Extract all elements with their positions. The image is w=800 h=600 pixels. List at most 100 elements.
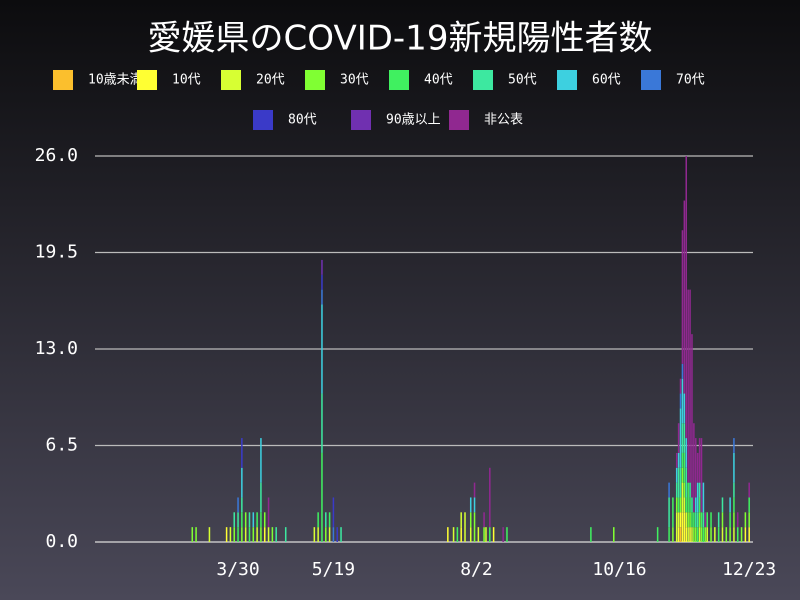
bar-segment — [248, 512, 251, 528]
legend-label: 60代 — [592, 73, 621, 88]
bar-segment — [321, 259, 323, 275]
bar-segment — [748, 497, 750, 513]
bar-segment — [689, 482, 691, 498]
bar-segment — [332, 527, 335, 542]
legend-label: 90歳以上 — [386, 113, 441, 128]
bar-segment — [675, 452, 678, 468]
x-tick-label: 8/2 — [460, 559, 493, 580]
bar-segment — [698, 497, 701, 513]
bar-segment — [683, 497, 686, 513]
bar-segment — [460, 512, 462, 528]
bar-segment — [506, 527, 508, 542]
bar-segment — [729, 512, 731, 528]
legend-swatch — [221, 70, 241, 90]
bar-segment — [733, 452, 735, 483]
legend-label: 10歳未満 — [88, 73, 143, 88]
bar-segment — [233, 512, 235, 528]
legend-label: 40代 — [424, 73, 453, 88]
bar-segment — [489, 527, 491, 542]
bar-segment — [492, 527, 495, 542]
legend-label: 70代 — [676, 73, 705, 88]
bar-segment — [679, 497, 682, 513]
bar-segment — [473, 497, 476, 513]
bar-segment — [340, 527, 342, 542]
bar-segment — [460, 527, 462, 542]
bar-segment — [679, 527, 682, 542]
bar-segment — [685, 527, 688, 542]
bar-segment — [681, 512, 684, 542]
bar-segment — [321, 393, 323, 453]
bar-segment — [681, 363, 684, 379]
bar-segment — [237, 527, 239, 542]
bar-segment — [679, 512, 682, 528]
bar-segment — [195, 527, 197, 542]
bar-segment — [677, 423, 680, 453]
y-tick-label: 0.0 — [45, 531, 78, 552]
bar-segment — [233, 527, 235, 542]
x-tick-label: 3/30 — [216, 559, 259, 580]
bar-segment — [489, 467, 491, 528]
legend-label: 50代 — [508, 73, 537, 88]
bar-segment — [733, 512, 735, 528]
legend-label: 20代 — [256, 73, 285, 88]
bar-segment — [325, 512, 327, 528]
bar-segment — [241, 512, 243, 528]
bar-segment — [748, 527, 750, 542]
chart-title: 愛媛県のCOVID-19新規陽性者数 — [148, 19, 653, 59]
bar-segment — [321, 304, 323, 394]
legend-swatch — [305, 70, 325, 90]
bar-segment — [271, 527, 274, 542]
bar-segment — [689, 527, 691, 542]
bar-segment — [693, 527, 695, 542]
bar-segment — [464, 512, 466, 542]
bar-segment — [241, 527, 243, 542]
bar-segment — [696, 482, 699, 513]
bar-segment — [687, 527, 689, 542]
bar-segment — [704, 527, 707, 542]
bar-segment — [693, 423, 695, 513]
bar-segment — [672, 497, 674, 528]
bar-segment — [683, 512, 686, 542]
bar-segment — [229, 527, 232, 542]
y-tick-label: 13.0 — [35, 338, 78, 359]
bar-segment — [321, 274, 323, 290]
bar-segment — [744, 527, 747, 542]
legend-swatch — [351, 110, 371, 130]
bar-segment — [677, 497, 680, 513]
bar-segment — [256, 512, 258, 528]
legend-label: 30代 — [340, 73, 369, 88]
bar-segment — [689, 289, 691, 483]
bar-segment — [681, 378, 684, 424]
bar-segment — [328, 512, 331, 528]
bar-segment — [685, 467, 688, 498]
bar-segment — [695, 438, 697, 498]
bar-segment — [685, 497, 688, 513]
bar-segment — [689, 497, 691, 513]
bar-segment — [483, 512, 485, 528]
bar-segment — [696, 512, 699, 528]
bar-segment — [696, 527, 699, 542]
bar-segment — [687, 289, 689, 483]
legend-swatch — [641, 70, 661, 90]
bar-segment — [698, 527, 701, 542]
bar-segment — [744, 512, 747, 528]
bar-segment — [241, 438, 243, 468]
bar-segment — [691, 497, 693, 513]
bar-segment — [325, 527, 327, 542]
x-tick-label: 5/19 — [312, 559, 355, 580]
bar-segment — [698, 512, 701, 528]
bar-segment — [729, 527, 731, 542]
bar-segment — [477, 527, 480, 542]
bar-segment — [679, 393, 682, 409]
bar-segment — [590, 527, 592, 542]
bar-segment — [485, 527, 487, 542]
bar-segment — [473, 512, 476, 542]
bar-segment — [677, 527, 680, 542]
bar-segment — [691, 512, 693, 528]
bar-segment — [677, 512, 680, 528]
bar-segment — [702, 482, 705, 513]
bar-segment — [706, 512, 708, 528]
bar-segment — [693, 512, 695, 528]
